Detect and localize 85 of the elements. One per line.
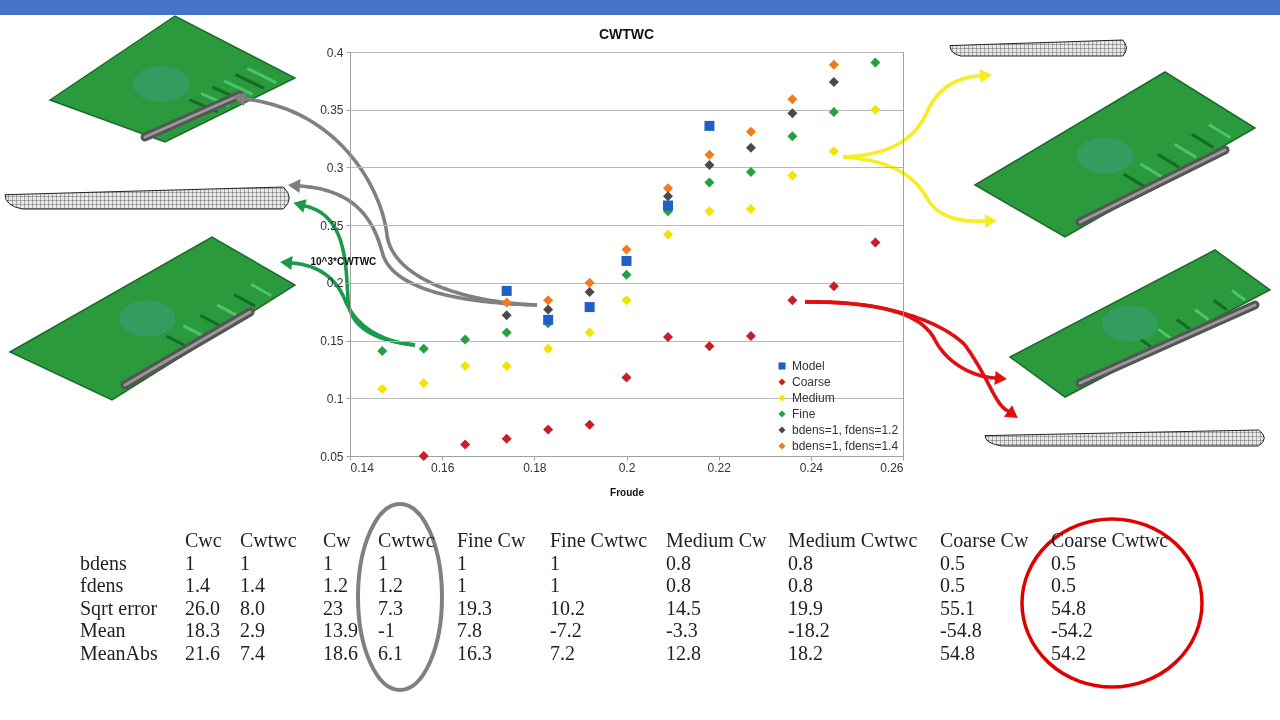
text: 8.0 — [240, 596, 265, 619]
category-label: Cwtwc — [240, 529, 297, 551]
text: 18.3 — [185, 619, 220, 642]
text: -7.2 — [550, 619, 582, 642]
text: 1 — [550, 574, 560, 597]
text: 21.6 — [185, 642, 220, 664]
legend-label: bdens=1, fdens=1.4 — [792, 439, 899, 453]
x-tick-label: 0.24 — [799, 460, 824, 475]
legend-label: Fine — [792, 407, 816, 421]
text: 1.4 — [185, 574, 210, 597]
text: -54.2 — [1051, 619, 1093, 642]
text: -3.3 — [666, 619, 698, 642]
text: 55.1 — [940, 596, 975, 619]
text: 1 — [240, 551, 250, 574]
category-label: Medium Cwtwc — [788, 529, 918, 551]
text: 0.8 — [788, 574, 813, 597]
x-tick-label: 0.14 — [350, 460, 375, 475]
text: 7.4 — [240, 642, 265, 664]
text: -18.2 — [788, 619, 830, 642]
y-tick-label: 0.05 — [320, 449, 344, 464]
text: 0.5 — [1051, 574, 1076, 597]
y-tick-label: 0.4 — [326, 45, 344, 60]
text: 0.5 — [1051, 551, 1076, 574]
text: 1.2 — [378, 574, 403, 597]
legend-label: Medium — [792, 391, 835, 405]
text: 54.8 — [1051, 596, 1086, 619]
category-label: bdens — [80, 551, 127, 574]
text: 18.6 — [323, 642, 358, 664]
text: 0.8 — [666, 551, 691, 574]
legend-label: Model — [792, 359, 825, 373]
text: 1 — [457, 551, 467, 574]
x-axis-title: Froude — [610, 486, 645, 498]
category-label: Medium Cw — [666, 529, 767, 551]
category-label: Cw — [323, 529, 351, 551]
text: 54.8 — [940, 642, 975, 664]
text: 14.5 — [666, 596, 701, 619]
text: 7.3 — [378, 596, 403, 619]
category-label: Cwc — [185, 529, 222, 551]
text: 1 — [323, 551, 333, 574]
y-tick-label: 0.3 — [326, 160, 344, 175]
category-label: Coarse Cwtwc — [1051, 529, 1169, 551]
text: 1.4 — [240, 574, 265, 597]
text: 26.0 — [185, 596, 220, 619]
text: 13.9 — [323, 619, 358, 642]
legend-label: Coarse — [792, 375, 832, 389]
y-tick-label: 0.15 — [320, 334, 344, 349]
category-label: Fine Cwtwc — [550, 529, 648, 551]
text: 1 — [550, 551, 560, 574]
category-label: fdens — [80, 574, 124, 597]
text: 2.9 — [240, 619, 265, 642]
x-tick-label: 0.2 — [618, 460, 636, 475]
text: 16.3 — [457, 642, 492, 664]
text: 1 — [457, 574, 467, 597]
text: 1 — [185, 551, 195, 574]
text: 23 — [323, 596, 343, 619]
text: 18.2 — [788, 642, 823, 664]
text: 12.8 — [666, 642, 701, 664]
text: 1 — [378, 551, 388, 574]
text: 0.8 — [788, 551, 813, 574]
chart-title: CWTWC — [598, 26, 655, 42]
text: 1.2 — [323, 574, 348, 597]
text: 10.2 — [550, 596, 585, 619]
text: 6.1 — [378, 642, 403, 664]
category-label: Sqrt error — [80, 596, 158, 619]
category-label: Fine Cw — [457, 529, 526, 551]
x-tick-label: 0.18 — [523, 460, 547, 475]
x-tick-label: 0.26 — [880, 460, 904, 475]
text: -1 — [378, 619, 395, 642]
category-label: Mean — [80, 619, 126, 642]
text: 19.3 — [457, 596, 492, 619]
text: 7.8 — [457, 619, 482, 642]
text: 7.2 — [550, 642, 575, 664]
category-label: MeanAbs — [80, 642, 158, 664]
text: 0.5 — [940, 574, 965, 597]
text: 0.5 — [940, 551, 965, 574]
text: 0.8 — [666, 574, 691, 597]
y-tick-label: 0.1 — [326, 391, 344, 406]
legend-label: bdens=1, fdens=1.2 — [792, 423, 899, 437]
text: 19.9 — [788, 596, 823, 619]
category-label: Coarse Cw — [940, 529, 1029, 551]
text: -54.8 — [940, 619, 982, 642]
x-tick-label: 0.16 — [430, 460, 455, 475]
x-tick-label: 0.22 — [707, 460, 732, 475]
text: 54.2 — [1051, 642, 1086, 664]
y-tick-label: 0.35 — [320, 103, 344, 118]
